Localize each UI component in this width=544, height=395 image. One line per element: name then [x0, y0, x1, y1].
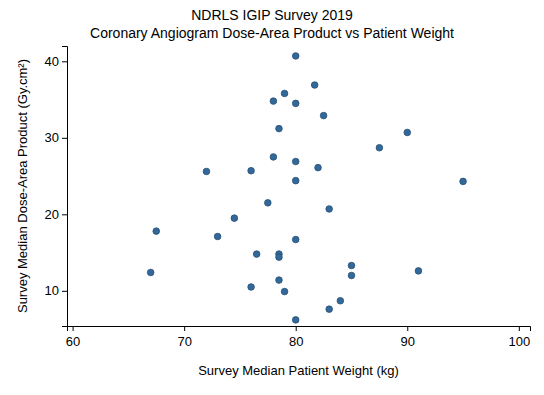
point	[281, 90, 288, 97]
point	[404, 129, 411, 136]
point	[376, 144, 383, 151]
point	[270, 154, 277, 161]
point	[147, 269, 154, 276]
x-axis-title: Survey Median Patient Weight (kg)	[198, 363, 399, 378]
x-tick-label: 60	[66, 334, 80, 349]
x-tick-label: 80	[289, 334, 303, 349]
point	[292, 100, 299, 107]
x-tick: 80	[289, 326, 303, 349]
x-tick-label: 100	[508, 334, 530, 349]
chart: 60 70 80 90 100 10 20 30 40 NDRLS IGIP Survey 201…	[0, 0, 544, 395]
point	[292, 53, 299, 60]
y-axis: 10 20 30 40	[45, 47, 68, 327]
x-tick-mark	[296, 326, 297, 331]
point	[326, 306, 333, 313]
y-tick-label: 10	[45, 283, 59, 298]
point	[265, 200, 272, 207]
y-tick: 20	[45, 207, 67, 222]
y-tick-mark	[62, 138, 67, 139]
y-tick: 10	[45, 283, 67, 298]
y-tick: 30	[45, 130, 67, 145]
point	[320, 112, 327, 119]
point	[326, 206, 333, 213]
point	[337, 297, 344, 304]
y-tick-mark	[62, 291, 67, 292]
point	[276, 254, 283, 261]
point	[292, 236, 299, 243]
point	[248, 167, 255, 174]
x-tick: 60	[66, 326, 80, 349]
x-axis-line	[68, 327, 531, 332]
y-tick-label: 30	[45, 130, 59, 145]
point	[153, 228, 160, 235]
x-axis: 60 70 80 90 100	[66, 326, 531, 349]
point	[248, 284, 255, 291]
point	[315, 164, 322, 171]
x-tick-mark	[73, 326, 74, 331]
point	[214, 233, 221, 240]
point	[231, 215, 238, 222]
point	[348, 272, 355, 279]
y-axis-line	[62, 47, 68, 327]
point	[292, 317, 299, 324]
point	[460, 178, 467, 185]
point	[276, 277, 283, 284]
x-tick: 100	[508, 326, 530, 349]
point	[292, 177, 299, 184]
point	[276, 125, 283, 132]
y-tick: 40	[45, 54, 67, 69]
subtitle: Coronary Angiogram Dose-Area Product vs …	[90, 25, 454, 41]
plot-area: 60 70 80 90 100 10 20 30 40	[45, 47, 531, 349]
x-tick-mark	[519, 326, 520, 331]
x-tick-label: 70	[177, 334, 191, 349]
point	[203, 168, 210, 175]
x-tick-mark	[184, 326, 185, 331]
y-tick-label: 20	[45, 207, 59, 222]
y-tick-mark	[62, 214, 67, 215]
x-tick: 90	[401, 326, 415, 349]
point	[281, 288, 288, 295]
point	[311, 82, 318, 89]
point	[270, 98, 277, 105]
x-tick-label: 90	[401, 334, 415, 349]
y-tick-label: 40	[45, 54, 59, 69]
point	[253, 251, 260, 258]
points	[147, 53, 466, 324]
x-tick: 70	[177, 326, 191, 349]
y-axis-title: Survey Median Dose-Area Product (Gy.cm²)	[15, 59, 30, 313]
title: NDRLS IGIP Survey 2019	[191, 7, 353, 23]
point	[348, 262, 355, 269]
background	[0, 0, 544, 395]
point	[292, 158, 299, 165]
y-tick-mark	[62, 61, 67, 62]
x-tick-mark	[407, 326, 408, 331]
point	[415, 268, 422, 275]
